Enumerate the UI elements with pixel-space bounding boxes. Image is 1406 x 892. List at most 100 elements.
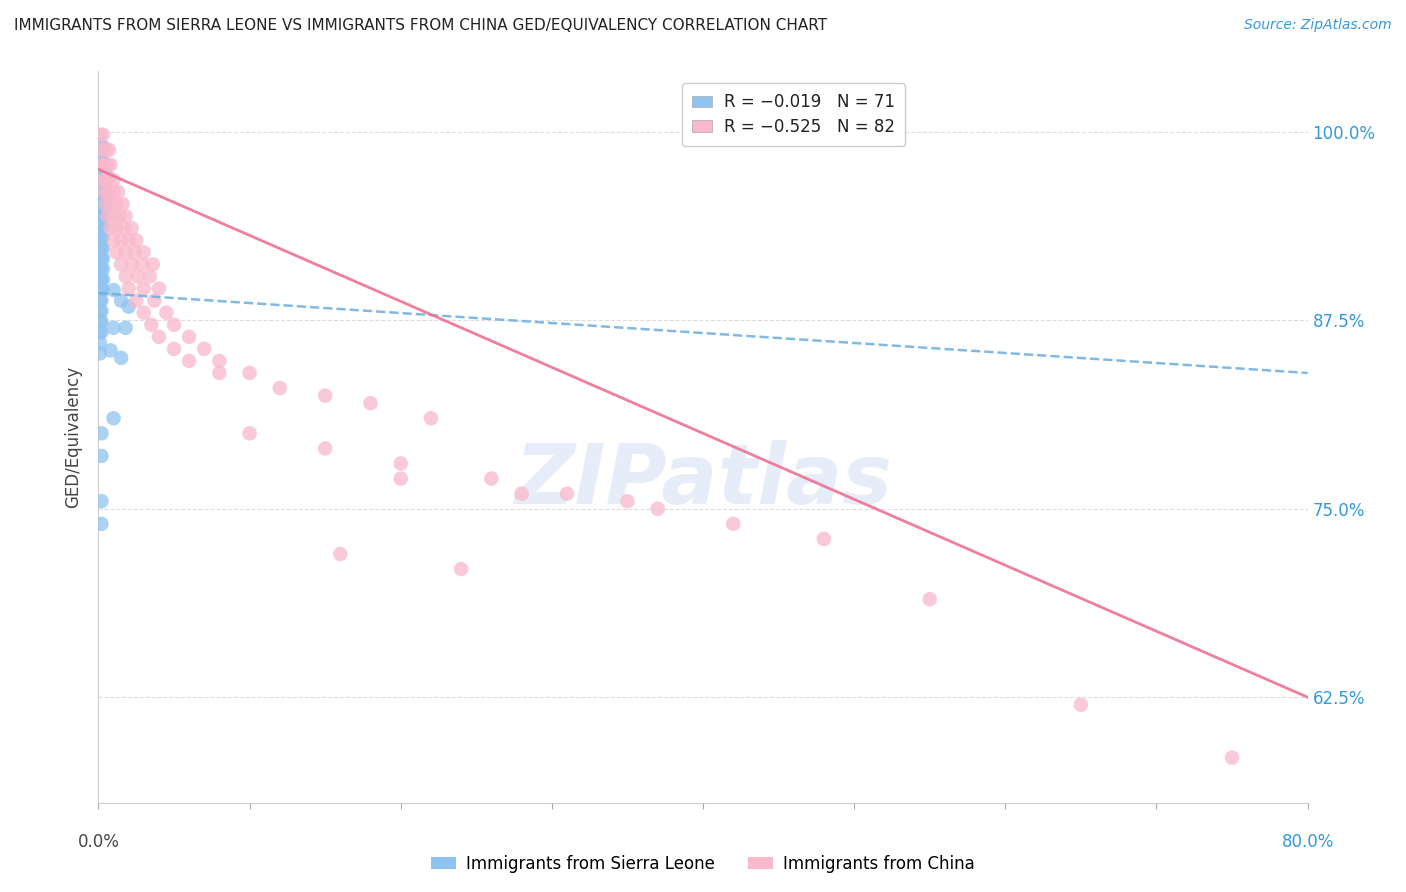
Point (93, 178, 115, 192)
Point (89, 241, 111, 255)
Point (105, 197, 128, 211)
Point (90, 426, 112, 441)
Point (103, 185, 125, 199)
Point (93, 188, 115, 202)
Point (114, 209, 136, 223)
Point (110, 257, 132, 271)
Text: IMMIGRANTS FROM SIERRA LEONE VS IMMIGRANTS FROM CHINA GED/EQUIVALENCY CORRELATIO: IMMIGRANTS FROM SIERRA LEONE VS IMMIGRAN… (14, 18, 827, 33)
Point (89, 128, 111, 142)
Point (112, 221, 135, 235)
Point (98, 173, 121, 187)
Point (89, 219, 111, 234)
Point (89, 304, 111, 318)
Point (450, 562, 472, 576)
Point (918, 592, 941, 607)
Point (100, 343, 122, 358)
Point (193, 342, 215, 356)
Point (118, 233, 141, 247)
Point (208, 354, 231, 368)
Point (616, 494, 638, 508)
Text: 0.0%: 0.0% (77, 833, 120, 851)
Point (91, 219, 114, 234)
Point (90, 293, 112, 308)
Point (132, 306, 155, 320)
Point (813, 532, 835, 546)
Point (481, 471, 503, 485)
Point (90, 283, 112, 297)
Point (91, 230, 114, 244)
Point (105, 221, 128, 235)
Point (108, 209, 131, 223)
Point (329, 547, 352, 561)
Point (89, 167, 111, 181)
Point (239, 426, 262, 441)
Point (90, 230, 112, 244)
Point (90, 272, 112, 286)
Point (90, 261, 112, 276)
Point (90, 516, 112, 531)
Point (89, 178, 111, 192)
Point (91, 272, 114, 286)
Point (89, 315, 111, 329)
Point (124, 245, 146, 260)
Point (93, 158, 115, 172)
Point (90, 494, 112, 508)
Point (103, 411, 125, 425)
Point (94, 173, 117, 187)
Point (100, 197, 122, 211)
Point (360, 396, 382, 410)
Point (90, 167, 112, 181)
Point (555, 486, 578, 500)
Point (163, 342, 186, 356)
Point (91, 167, 114, 181)
Point (155, 306, 177, 320)
Point (91, 198, 114, 212)
Point (89, 335, 111, 350)
Point (89, 283, 111, 297)
Point (91, 128, 114, 142)
Point (90, 219, 112, 234)
Legend: Immigrants from Sierra Leone, Immigrants from China: Immigrants from Sierra Leone, Immigrants… (425, 848, 981, 880)
Point (90, 304, 112, 318)
Point (90, 143, 112, 157)
Point (118, 281, 141, 295)
Point (208, 366, 231, 380)
Point (100, 221, 122, 235)
Point (91, 188, 114, 202)
Point (139, 269, 162, 284)
Point (89, 230, 111, 244)
Point (89, 252, 111, 266)
Point (89, 154, 111, 169)
Point (163, 318, 186, 332)
Point (91, 261, 114, 276)
Point (96, 158, 118, 172)
Point (103, 320, 125, 334)
Point (132, 245, 155, 260)
Point (96, 209, 118, 223)
Point (103, 173, 125, 187)
Point (90, 209, 112, 223)
Point (89, 272, 111, 286)
Point (121, 221, 143, 235)
Point (89, 346, 111, 360)
Point (98, 143, 121, 157)
Point (94, 197, 117, 211)
Point (389, 471, 412, 485)
Point (100, 158, 122, 172)
Point (89, 261, 111, 276)
Point (90, 158, 112, 172)
Point (90, 449, 112, 463)
Point (90, 315, 112, 329)
Text: 80.0%: 80.0% (1281, 833, 1334, 851)
Point (91, 154, 114, 169)
Point (179, 354, 201, 368)
Point (91, 252, 114, 266)
Point (314, 442, 336, 456)
Point (111, 197, 134, 211)
Point (127, 269, 149, 284)
Point (1070, 698, 1092, 712)
Point (89, 198, 111, 212)
Point (125, 293, 148, 308)
Point (142, 257, 165, 271)
Point (110, 293, 132, 308)
